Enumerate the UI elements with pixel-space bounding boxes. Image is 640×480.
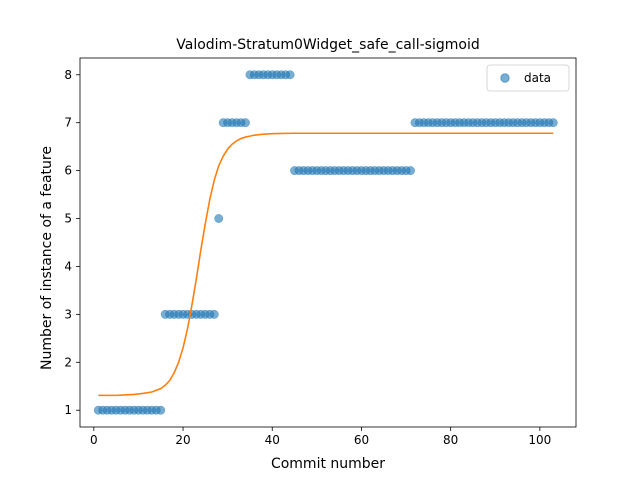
y-tick-label: 1	[64, 403, 72, 417]
data-point	[406, 166, 415, 176]
y-axis-label: Number of instance of a feature	[39, 146, 55, 370]
y-tick-label: 5	[64, 212, 72, 226]
legend-box	[486, 64, 570, 92]
x-tick-label: 60	[354, 433, 369, 447]
y-tick-label: 7	[64, 116, 72, 130]
axes-frame	[79, 57, 577, 428]
data-point	[241, 118, 250, 128]
x-tick-label: 20	[175, 433, 190, 447]
x-tick-label: 100	[528, 433, 551, 447]
x-tick-label: 0	[90, 433, 98, 447]
x-tick-label: 80	[443, 433, 458, 447]
data-point	[156, 405, 166, 415]
y-tick-label: 6	[64, 164, 72, 178]
y-tick-label: 8	[64, 68, 72, 82]
chart-title: Valodim-Stratum0Widget_safe_call-sigmoid	[176, 37, 479, 53]
data-point	[285, 70, 295, 80]
data-point	[209, 309, 219, 319]
fit-line	[98, 132, 554, 397]
plot-area	[93, 70, 558, 415]
y-tick-label: 2	[64, 355, 72, 369]
data-point	[214, 214, 224, 223]
x-axis-label: Commit number	[271, 456, 385, 472]
axes: 0 20 40 60 80 100 1 2 3 4 5 6 7 8	[64, 57, 577, 447]
data-point	[548, 118, 558, 128]
y-tick-label: 4	[64, 259, 72, 273]
x-tick-label: 40	[265, 433, 280, 447]
legend-marker	[500, 73, 510, 83]
legend-label: data	[524, 71, 551, 85]
y-tick-label: 3	[64, 307, 72, 321]
legend: data	[486, 64, 570, 92]
